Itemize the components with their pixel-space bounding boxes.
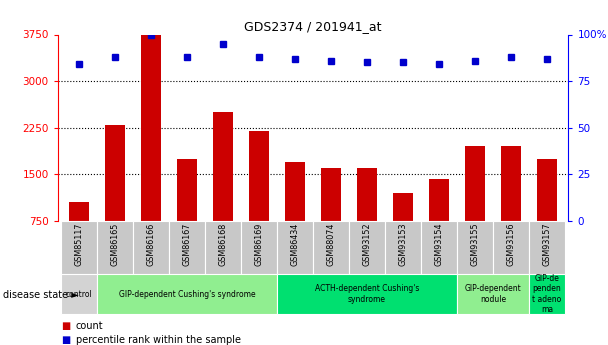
Bar <box>249 131 269 221</box>
Bar <box>357 168 377 221</box>
Bar <box>241 221 277 276</box>
Bar <box>97 274 277 314</box>
Text: GSM86434: GSM86434 <box>291 223 300 266</box>
Text: percentile rank within the sample: percentile rank within the sample <box>76 335 241 345</box>
Bar <box>393 193 413 221</box>
Text: GSM93152: GSM93152 <box>362 223 371 266</box>
Bar <box>277 274 457 314</box>
Bar <box>529 221 565 276</box>
Bar <box>213 112 233 221</box>
Title: GDS2374 / 201941_at: GDS2374 / 201941_at <box>244 20 382 33</box>
Text: GSM93153: GSM93153 <box>398 223 407 266</box>
Text: ACTH-dependent Cushing's
syndrome: ACTH-dependent Cushing's syndrome <box>315 284 420 304</box>
Bar <box>178 159 197 221</box>
Text: GIP-dependent
nodule: GIP-dependent nodule <box>465 284 521 304</box>
Bar <box>501 146 521 221</box>
Text: GSM86168: GSM86168 <box>219 223 228 266</box>
Text: GSM86169: GSM86169 <box>255 223 264 266</box>
Text: control: control <box>66 289 92 299</box>
Bar <box>206 221 241 276</box>
Text: ■: ■ <box>61 335 70 345</box>
Bar <box>321 168 341 221</box>
Bar <box>133 221 169 276</box>
Text: GIP-de
penden
t adeno
ma: GIP-de penden t adeno ma <box>532 274 562 314</box>
Bar <box>385 221 421 276</box>
Bar <box>349 221 385 276</box>
Bar <box>97 221 133 276</box>
Text: GSM93155: GSM93155 <box>471 223 480 266</box>
Bar <box>537 159 557 221</box>
Text: GSM86166: GSM86166 <box>147 223 156 266</box>
Text: GSM86165: GSM86165 <box>111 223 120 266</box>
Text: GSM93156: GSM93156 <box>506 223 516 266</box>
Text: GSM85117: GSM85117 <box>75 223 84 266</box>
Bar <box>69 202 89 221</box>
Text: GSM93157: GSM93157 <box>542 223 551 266</box>
Text: disease state ►: disease state ► <box>3 290 79 300</box>
Bar <box>429 179 449 221</box>
Bar <box>142 34 161 221</box>
Bar <box>529 274 565 314</box>
Bar <box>285 162 305 221</box>
Bar <box>457 274 529 314</box>
Bar <box>457 221 493 276</box>
Bar <box>493 221 529 276</box>
Bar <box>61 274 97 314</box>
Bar <box>313 221 349 276</box>
Text: GSM86167: GSM86167 <box>183 223 192 266</box>
Text: GIP-dependent Cushing's syndrome: GIP-dependent Cushing's syndrome <box>119 289 255 299</box>
Text: GSM93154: GSM93154 <box>435 223 443 266</box>
Bar <box>61 221 97 276</box>
Bar <box>421 221 457 276</box>
Bar <box>169 221 206 276</box>
Bar <box>277 221 313 276</box>
Bar <box>465 146 485 221</box>
Text: ■: ■ <box>61 321 70 331</box>
Text: GSM88074: GSM88074 <box>326 223 336 266</box>
Bar <box>105 125 125 221</box>
Text: count: count <box>76 321 103 331</box>
